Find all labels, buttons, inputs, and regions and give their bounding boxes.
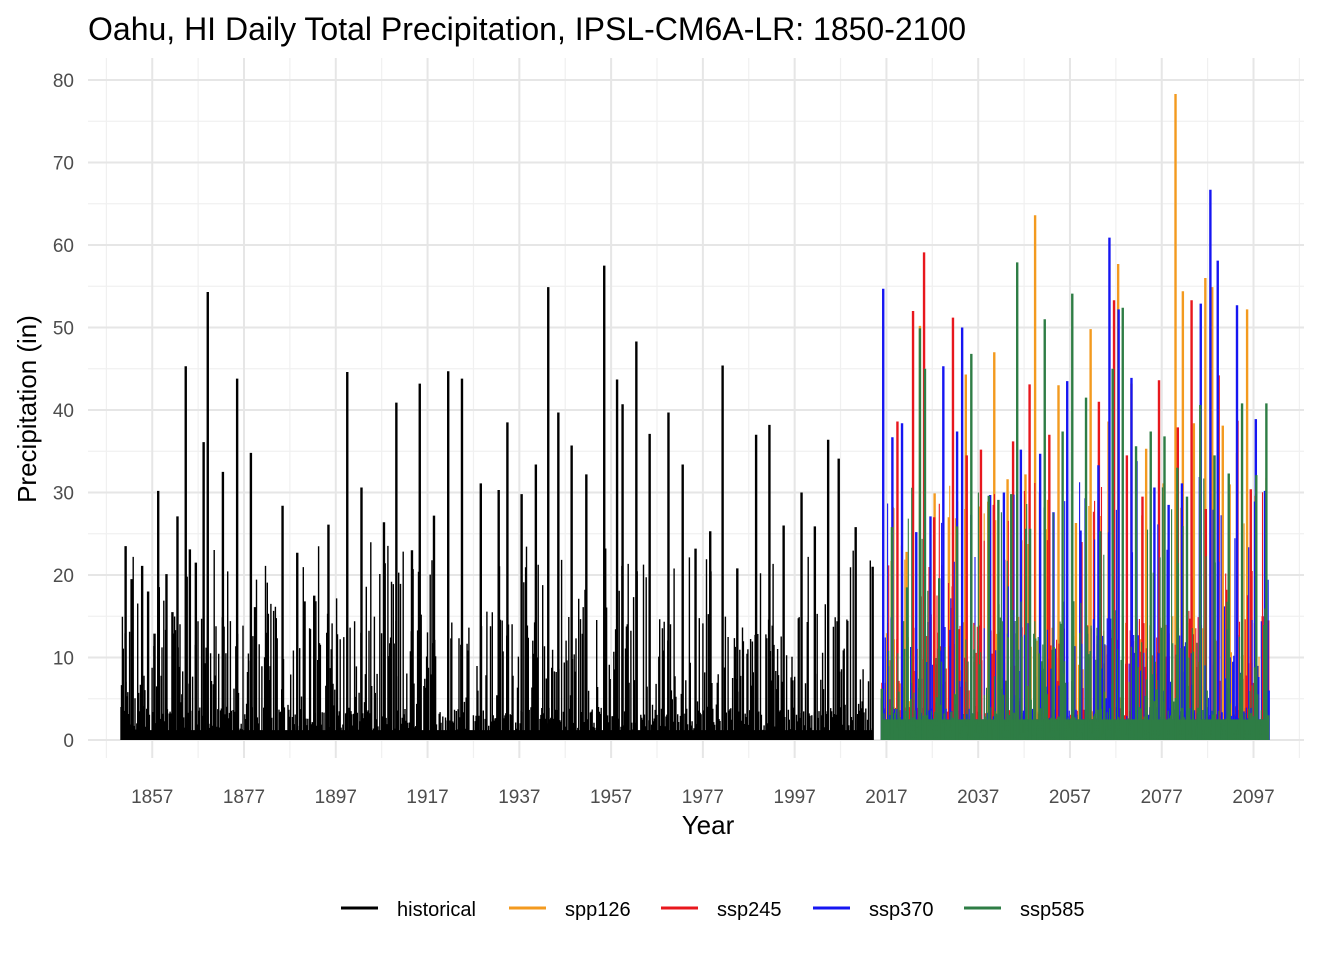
y-tick-label: 20 [53,566,74,587]
x-tick-label: 2077 [1141,787,1183,808]
x-tick-label: 1937 [498,787,540,808]
y-tick-label: 0 [63,731,74,752]
y-tick-label: 50 [53,319,74,340]
legend-item-ssp585: ssp585 [964,899,1085,921]
x-tick-label: 1957 [590,787,632,808]
x-tick-label: 1897 [315,787,357,808]
y-tick-label: 70 [53,154,74,175]
y-axis-ticks: 0 10 20 30 40 50 60 70 80 [53,71,74,752]
x-tick-label: 1977 [682,787,724,808]
y-axis-title: Precipitation (in) [12,315,42,503]
legend-label: spp126 [565,899,631,921]
legend-label: ssp370 [869,899,934,921]
series-spikes-historical [120,542,873,740]
x-tick-label: 1997 [774,787,816,808]
x-axis-ticks: 1857 1877 1897 1917 1937 1957 1977 1997 2017 2037… [131,787,1275,808]
x-tick-label: 2097 [1232,787,1274,808]
minor-gridlines [88,58,1304,758]
series-ssp585 [880,262,1270,740]
series-historical [120,265,874,740]
y-tick-label: 80 [53,71,74,92]
x-axis-title: Year [682,810,735,840]
x-tick-label: 1877 [223,787,265,808]
series-layer [120,94,1270,740]
x-tick-label: 1857 [131,787,173,808]
y-tick-label: 60 [53,236,74,257]
legend-item-historical: historical [341,899,476,921]
y-tick-label: 10 [53,649,74,670]
legend-label: ssp245 [717,899,782,921]
legend-label: historical [397,899,476,921]
chart-title: Oahu, HI Daily Total Precipitation, IPSL… [88,11,966,47]
x-tick-label: 2037 [957,787,999,808]
legend-item-ssp245: ssp245 [661,899,782,921]
legend-item-spp126: spp126 [509,899,631,921]
x-tick-label: 2057 [1049,787,1091,808]
x-tick-label: 1917 [406,787,448,808]
y-tick-label: 30 [53,484,74,505]
y-tick-label: 40 [53,401,74,422]
x-tick-label: 2017 [865,787,907,808]
legend-label: ssp585 [1020,899,1085,921]
legend-item-ssp370: ssp370 [813,899,934,921]
legend: historical spp126 ssp245 ssp370 ssp585 [341,899,1085,921]
